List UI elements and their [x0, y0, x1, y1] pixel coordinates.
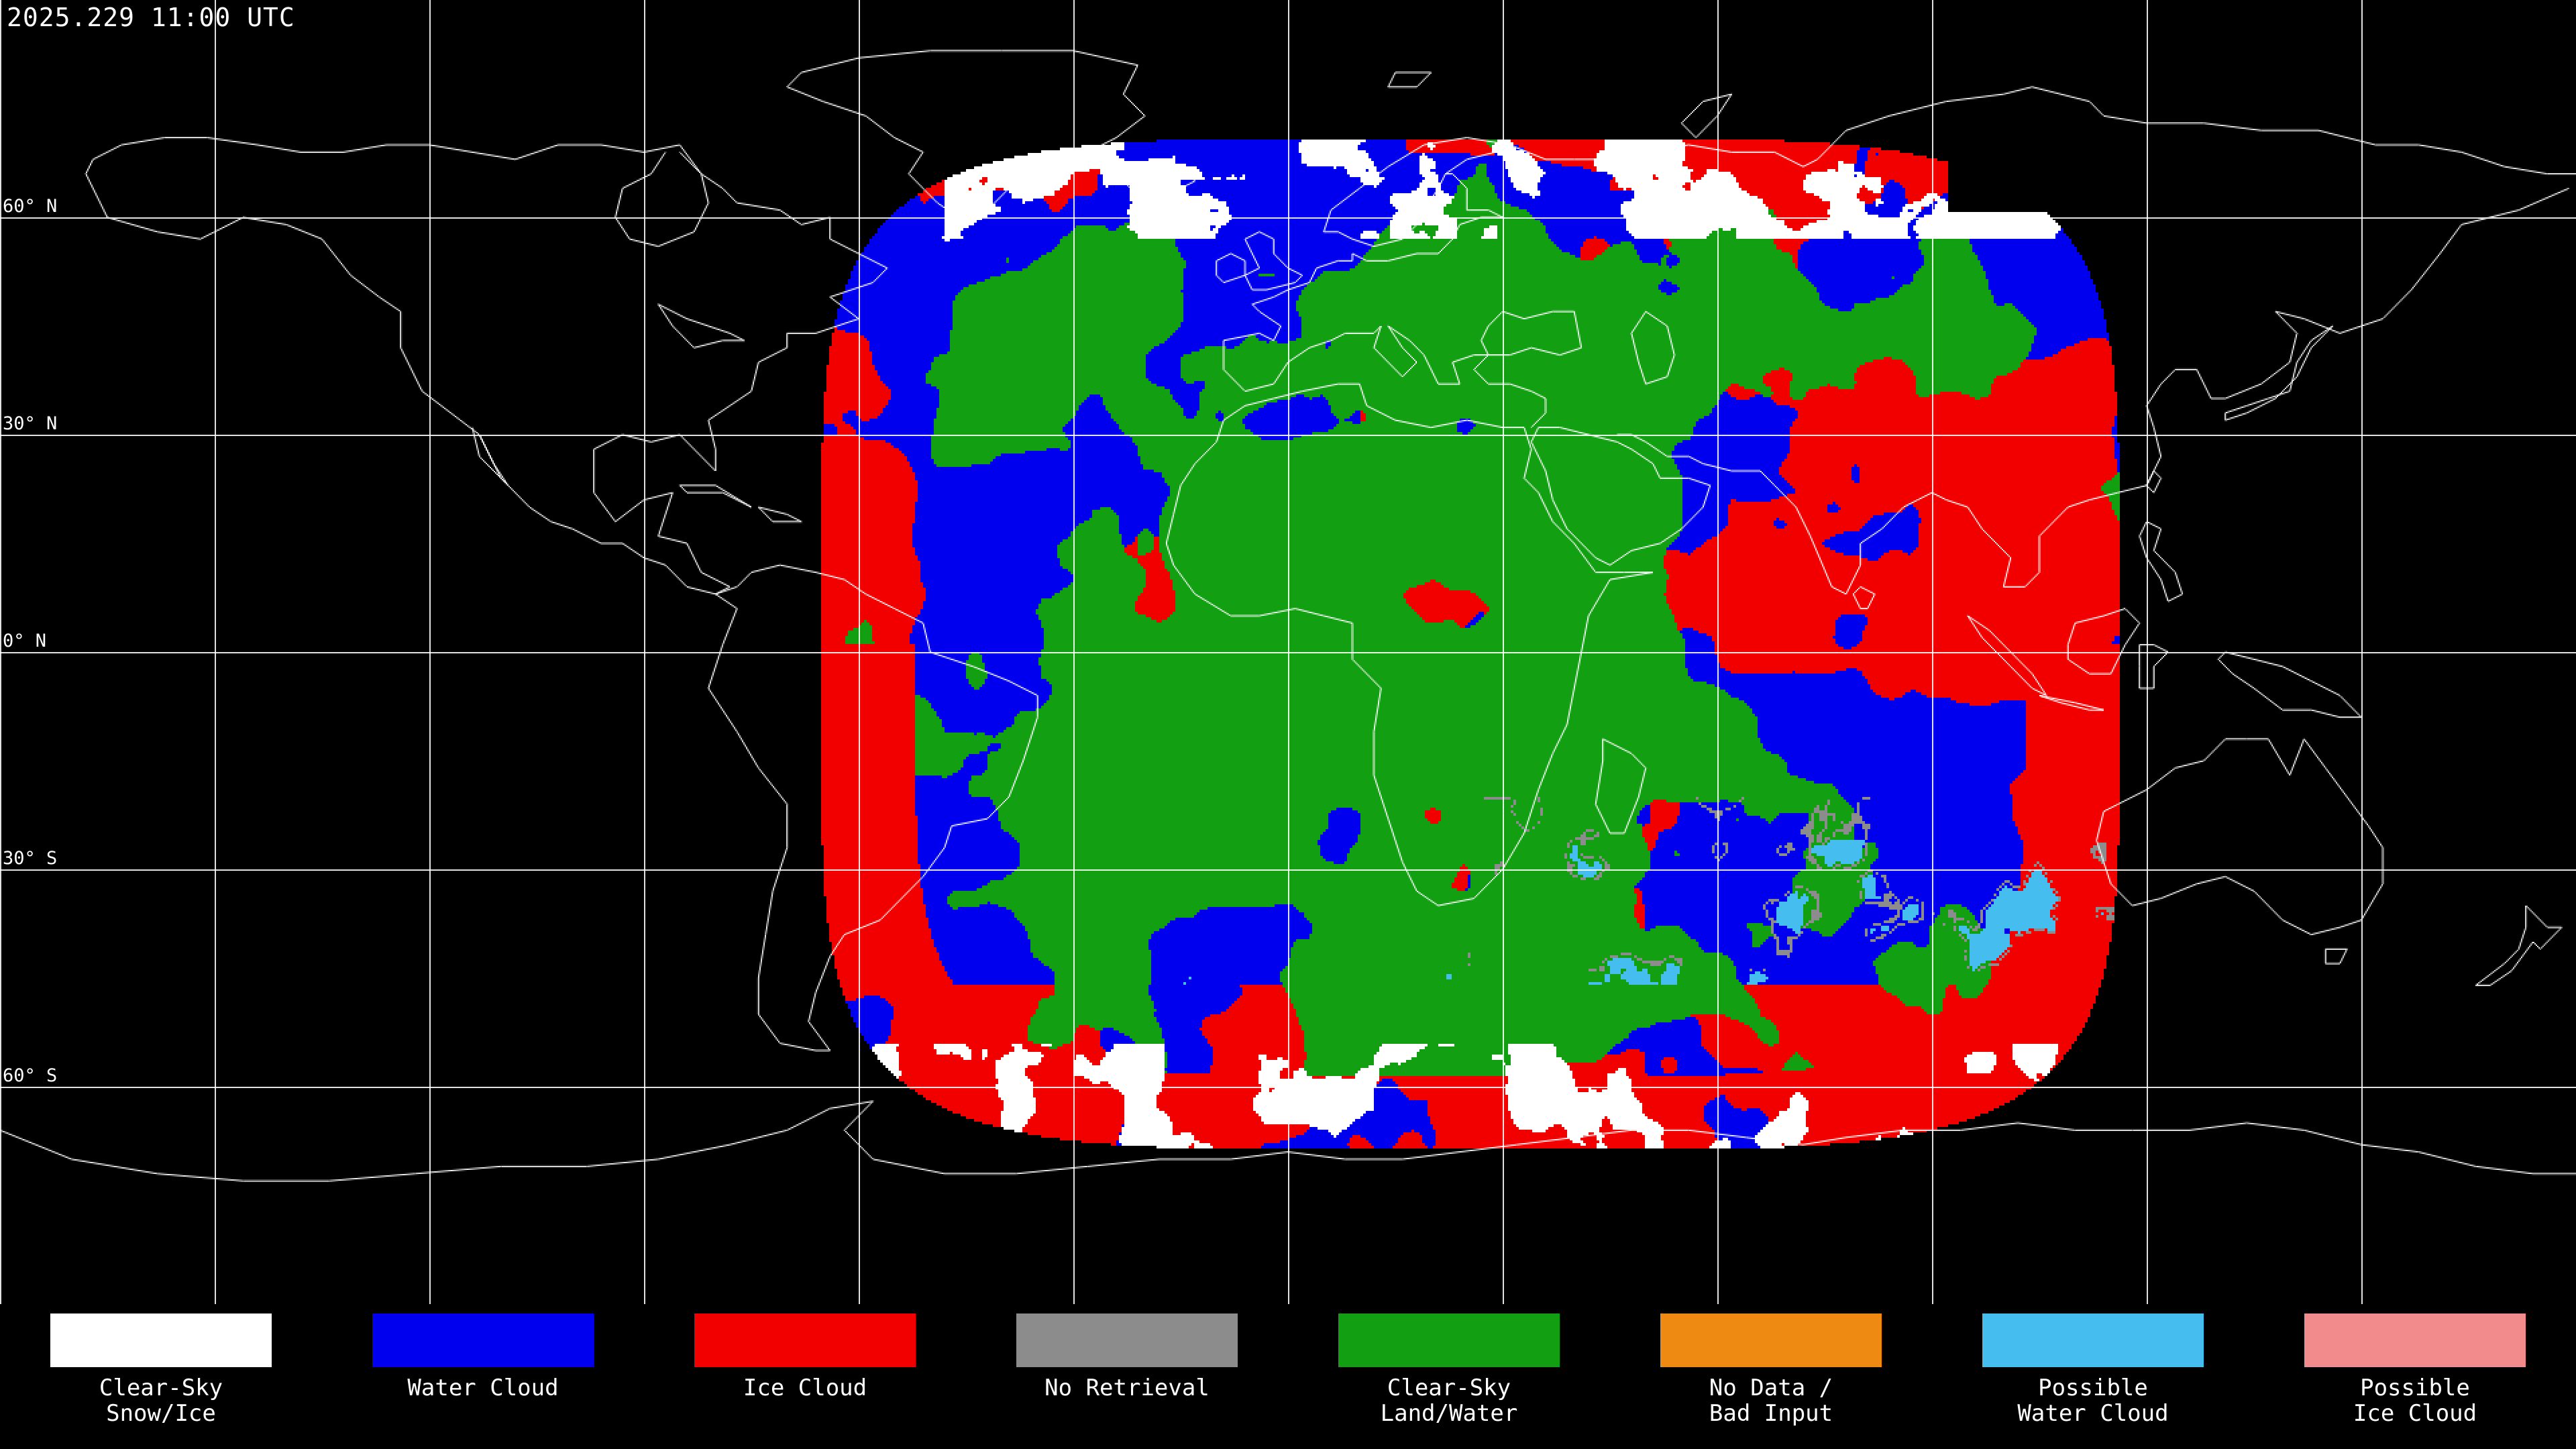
clear-sky-land-water-swatch — [1338, 1313, 1560, 1367]
possible-water-cloud-swatch — [1982, 1313, 2204, 1367]
legend-label-line1: Water Cloud — [407, 1375, 559, 1401]
legend-item-possible-ice-cloud: Possible Ice Cloud — [2254, 1304, 2576, 1449]
legend-label-line2: Bad Input — [1709, 1400, 1833, 1427]
legend-label-line1: Ice Cloud — [743, 1375, 867, 1401]
legend-item-no-retrieval: No Retrieval — [966, 1304, 1288, 1449]
no-data-bad-input-swatch — [1660, 1313, 1882, 1367]
legend-item-possible-water-cloud: Possible Water Cloud — [1932, 1304, 2254, 1449]
legend-label-line1: No Retrieval — [1044, 1375, 1210, 1401]
water-cloud-swatch — [372, 1313, 594, 1367]
legend-item-no-data-bad-input: No Data / Bad Input — [1610, 1304, 1932, 1449]
legend-item-clear-sky-snow-ice: Clear-Sky Snow/Ice — [0, 1304, 322, 1449]
lat-label-30n: 30° N — [3, 413, 58, 434]
lat-label-30s: 30° S — [3, 848, 58, 869]
legend-item-ice-cloud: Ice Cloud — [644, 1304, 966, 1449]
legend-label-line1: Possible — [2038, 1375, 2148, 1401]
lat-label-60s: 60° S — [3, 1065, 58, 1086]
legend-label-line1: Possible — [2360, 1375, 2470, 1401]
no-retrieval-swatch — [1016, 1313, 1238, 1367]
legend: Clear-Sky Snow/Ice Water Cloud Ice Cloud… — [0, 1304, 2576, 1449]
clear-sky-snow-ice-swatch — [50, 1313, 272, 1367]
legend-label-line1: Clear-Sky — [1387, 1375, 1511, 1401]
legend-label-line2: Snow/Ice — [106, 1400, 216, 1427]
lat-label-0n: 0° N — [3, 631, 47, 651]
legend-item-clear-sky-land-water: Clear-Sky Land/Water — [1288, 1304, 1610, 1449]
legend-label-line2: Ice Cloud — [2353, 1400, 2477, 1427]
possible-ice-cloud-swatch — [2304, 1313, 2526, 1367]
lat-label-60n: 60° N — [3, 196, 58, 217]
legend-item-water-cloud: Water Cloud — [322, 1304, 644, 1449]
legend-label-line2: Land/Water — [1380, 1400, 1518, 1427]
legend-label-line2: Water Cloud — [2017, 1400, 2169, 1427]
legend-label-line1: Clear-Sky — [99, 1375, 223, 1401]
timestamp: 2025.229 11:00 UTC — [7, 3, 295, 32]
legend-label-line1: No Data / — [1709, 1375, 1833, 1401]
ice-cloud-swatch — [694, 1313, 916, 1367]
